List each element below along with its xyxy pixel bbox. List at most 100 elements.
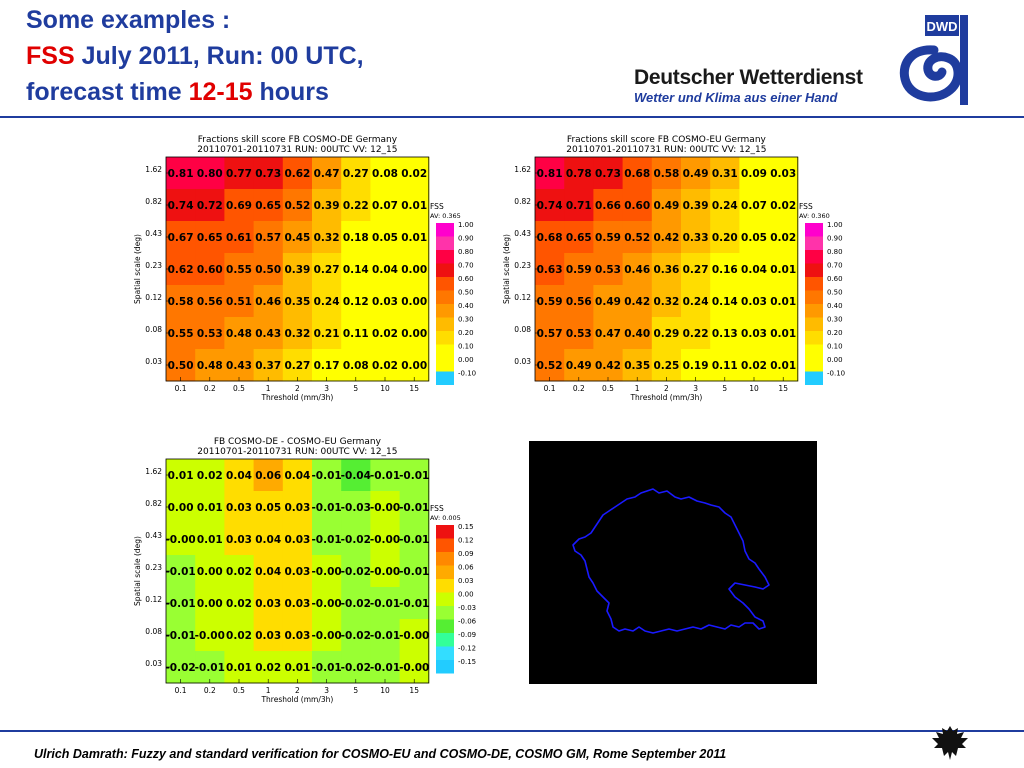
y-tick-label: 0.08 (145, 627, 162, 636)
heatmap-cell (282, 491, 313, 524)
cell-value-label: 0.24 (712, 200, 738, 212)
footer-citation: Ulrich Damrath: Fuzzy and standard verif… (34, 747, 727, 761)
heatmap-cell (710, 253, 740, 286)
heatmap-cell (739, 285, 770, 318)
cell-value-label: 0.19 (683, 360, 709, 372)
heatmap-cell (224, 349, 255, 382)
heatmap-cell (253, 349, 284, 382)
heatmap-cell (166, 459, 196, 492)
cell-value-label: 0.77 (226, 168, 252, 180)
cell-value-label: 0.65 (255, 200, 281, 212)
chart-subtitle: 20110701-20110731 RUN: 00UTC VV: 12_15 (197, 145, 397, 155)
cell-value-label: 0.17 (314, 360, 340, 372)
heatmap-cell (681, 253, 711, 286)
cell-value-label: 0.01 (770, 264, 796, 276)
heatmap-cell (564, 285, 594, 318)
heatmap-cell (253, 619, 284, 652)
heatmap-cell (224, 157, 255, 190)
cell-value-label: -0.01 (195, 662, 225, 674)
cell-value-label: 0.01 (226, 662, 252, 674)
heatmap-cell (739, 157, 770, 190)
x-tick-label: 2 (295, 384, 300, 393)
heatmap-cell (535, 317, 565, 350)
heatmap-cell (253, 459, 284, 492)
heatmap-cell (282, 619, 313, 652)
heatmap-cell (195, 285, 225, 318)
heatmap-cell (166, 523, 196, 556)
cell-value-label: 0.01 (401, 200, 427, 212)
cell-value-label: 0.05 (372, 232, 398, 244)
legend-label: 0.20 (458, 329, 474, 337)
heatmap-cell (341, 317, 371, 350)
cell-value-label: 0.04 (226, 470, 252, 482)
cell-value-label: -0.00 (370, 534, 400, 546)
chart-title: FB COSMO-DE - COSMO-EU Germany (214, 437, 382, 447)
cell-value-label: 0.06 (255, 470, 281, 482)
cell-value-label: 0.00 (401, 328, 427, 340)
cell-value-label: 0.03 (284, 534, 310, 546)
cell-value-label: 0.03 (741, 328, 767, 340)
cell-value-label: -0.01 (165, 630, 195, 642)
heatmap-cell (622, 157, 653, 190)
cell-value-label: -0.00 (370, 566, 400, 578)
heatmap-cell (282, 349, 313, 382)
cell-value-label: 0.00 (197, 598, 223, 610)
x-tick-label: 0.2 (204, 686, 216, 695)
dwd-name: Deutscher Wetterdienst (634, 66, 863, 89)
x-tick-label: 0.2 (204, 384, 216, 393)
cell-value-label: 0.02 (226, 630, 252, 642)
cell-value-label: 0.18 (343, 232, 369, 244)
cell-value-label: 0.80 (197, 168, 223, 180)
cell-value-label: 0.22 (683, 328, 709, 340)
heatmap-cell (312, 285, 342, 318)
legend-average: AV: 0.005 (430, 514, 461, 522)
dwd-logo-icon: DWD (899, 15, 968, 105)
legend-title: FSS (430, 202, 444, 211)
x-tick-label: 3 (693, 384, 698, 393)
cell-value-label: 0.59 (537, 296, 563, 308)
legend-label: 0.10 (458, 343, 474, 351)
cell-value-label: 0.49 (595, 296, 621, 308)
heatmap-cell (195, 253, 225, 286)
legend-label: -0.09 (458, 631, 476, 639)
heatmap-cell (399, 253, 430, 286)
cell-value-label: -0.00 (165, 534, 195, 546)
cell-value-label: -0.01 (370, 662, 400, 674)
cell-value-label: -0.01 (370, 470, 400, 482)
legend-label: 1.00 (827, 221, 843, 229)
cell-value-label: 0.50 (255, 264, 281, 276)
legend-swatch (436, 223, 454, 237)
heatmap-cell (399, 619, 430, 652)
heatmap-cell (739, 253, 770, 286)
cell-value-label: 0.07 (741, 200, 767, 212)
cell-value-label: 0.42 (653, 232, 679, 244)
legend-label: -0.06 (458, 618, 477, 626)
cell-value-label: 0.81 (168, 168, 194, 180)
heatmap-cell (341, 651, 371, 684)
heatmap-cell (399, 221, 430, 254)
legend-label: 0.70 (827, 262, 843, 270)
cell-value-label: 0.35 (624, 360, 650, 372)
chart-title: Fractions skill score FB COSMO-DE German… (198, 135, 398, 145)
heatmap-cell (399, 459, 430, 492)
cell-value-label: 0.49 (683, 168, 709, 180)
federal-eagle-icon (932, 726, 968, 760)
dwd-logo-text: Deutscher Wetterdienst Wetter und Klima … (634, 66, 886, 106)
legend-label: 0.00 (458, 356, 474, 364)
legend-label: 0.60 (827, 275, 843, 283)
cell-value-label: 0.14 (712, 296, 738, 308)
heatmap-cell (282, 459, 313, 492)
cell-value-label: -0.00 (311, 566, 341, 578)
heatmap-cell (651, 285, 682, 318)
dwd-slogan: Wetter und Klima aus einer Hand (634, 90, 838, 105)
x-tick-label: 0.1 (175, 686, 187, 695)
heatmap-cell (593, 253, 624, 286)
cell-value-label: 0.20 (712, 232, 738, 244)
heatmap-cell (166, 285, 196, 318)
cell-value-label: 0.53 (595, 264, 621, 276)
x-tick-label: 1 (635, 384, 640, 393)
cell-value-label: 0.11 (343, 328, 369, 340)
heatmap-cell (195, 221, 225, 254)
cell-value-label: 0.47 (595, 328, 621, 340)
heatmap-cell (341, 587, 371, 620)
